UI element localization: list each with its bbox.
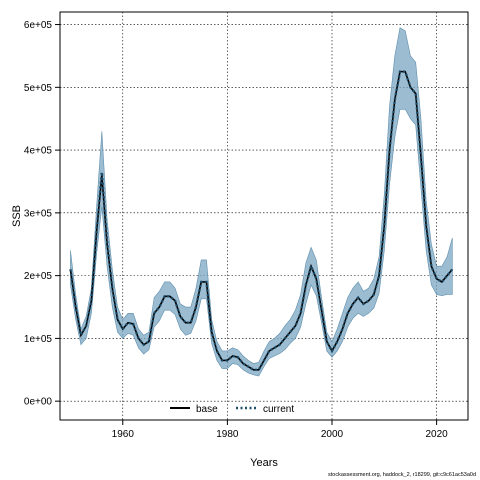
y-axis-title: SSB <box>11 205 23 227</box>
series-line-current <box>69 70 454 371</box>
footnote: stockassessment.org, haddock_2, r18299, … <box>328 472 476 478</box>
y-tick-label: 4e+05 <box>24 146 53 157</box>
y-axis: 0e+00 1e+05 2e+05 3e+05 4e+05 5e+05 6e+05 <box>24 20 60 408</box>
y-tick-label: 1e+05 <box>24 334 53 345</box>
x-tick-label: 2000 <box>321 429 344 440</box>
y-tick-label: 5e+05 <box>24 83 53 94</box>
legend-label-current: current <box>263 404 294 415</box>
confidence-band <box>70 27 453 377</box>
x-axis-title: Years <box>250 457 278 469</box>
x-tick-label: 1960 <box>112 429 135 440</box>
legend-label-base: base <box>196 404 218 415</box>
y-tick-label: 0e+00 <box>24 397 53 408</box>
x-tick-label: 1980 <box>216 429 239 440</box>
y-tick-label: 6e+05 <box>24 20 53 31</box>
y-tick-label: 3e+05 <box>24 208 53 219</box>
y-tick-label: 2e+05 <box>24 271 53 282</box>
x-axis: 1960 1980 2000 2020 <box>112 420 448 440</box>
plot-frame <box>59 11 469 421</box>
legend: base current <box>170 404 294 415</box>
x-tick-label: 2020 <box>425 429 448 440</box>
